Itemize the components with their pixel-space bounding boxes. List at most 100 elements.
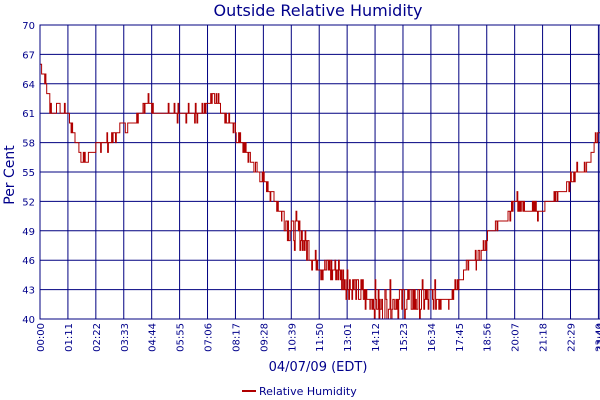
data-point [342,279,343,280]
y-tick-label: 46 [22,256,35,267]
x-tick-label: 01:11 [64,323,75,352]
x-tick-label: 09:28 [259,323,270,352]
data-point [464,270,465,271]
data-point [594,142,595,143]
data-point [63,113,64,114]
data-point [270,191,271,192]
data-point [57,103,58,104]
data-point [427,299,428,300]
data-point [375,299,376,300]
legend-label: Relative Humidity [259,385,357,398]
x-tick-label: 04:44 [148,323,159,352]
data-point [252,162,253,163]
x-tick-label: 03:33 [120,323,131,352]
x-tick-label: 14:12 [371,323,382,352]
y-tick-label: 61 [22,109,35,120]
data-point [331,270,332,271]
x-tick-labels: 00:00 01:11 02:22 03:33 04:44 05:55 07:06 08:17… [36,323,600,352]
data-point [386,299,387,300]
data-point [347,279,348,280]
series-relative-humidity [40,63,600,320]
data-point [151,103,152,104]
data-point [553,201,554,202]
data-point [504,221,505,222]
data-point [171,113,172,114]
x-tick-label: 11:50 [315,323,326,352]
data-point [218,103,219,104]
x-tick-label: 15:23 [399,323,410,352]
data-point [397,299,398,300]
data-point [291,230,292,231]
data-point [110,142,111,143]
data-point [492,230,493,231]
data-point [448,299,449,300]
grid [39,24,600,320]
data-point [509,211,510,212]
data-point [519,201,520,202]
data-point [325,270,326,271]
y-tick-label: 70 [22,21,35,32]
data-point [187,113,188,114]
x-tick-label: 22:29 [567,323,578,352]
data-point [165,113,166,114]
plot-frame [39,24,600,320]
data-point [303,240,304,241]
data-point [531,211,532,212]
y-tick-label: 55 [22,168,35,179]
data-point [85,162,86,163]
data-point [514,201,515,202]
y-tick-labels: 40 43 46 49 52 55 58 61 64 67 70 [22,21,35,326]
data-point [79,152,80,153]
data-point [258,172,259,173]
data-point [352,289,353,290]
data-point [486,240,487,241]
x-tick-label: 10:39 [287,323,298,352]
data-point [565,191,566,192]
data-point [358,289,359,290]
y-tick-label: 40 [22,315,35,326]
data-point [116,132,117,133]
data-point [207,103,208,104]
x-tick-label: 17:45 [455,323,466,352]
x-axis-label: 04/07/09 (EDT) [269,360,368,375]
data-point [576,172,577,173]
data-point [470,260,471,261]
data-point [415,299,416,300]
series-layer [40,63,600,320]
legend: Relative Humidity [242,385,357,398]
data-point [319,260,320,261]
data-point [336,270,337,271]
data-point [281,211,282,212]
y-tick-label: 49 [22,227,35,238]
data-point [443,299,444,300]
data-point [380,309,381,310]
data-point [263,181,264,182]
y-axis-label: Per Cent [2,145,18,205]
data-point [476,260,477,261]
data-point [437,299,438,300]
data-point [73,132,74,133]
data-point [287,221,288,222]
data-point [179,113,180,114]
data-point [582,172,583,173]
data-point [570,181,571,182]
x-tick-label: 18:56 [483,323,494,352]
data-point [542,211,543,212]
data-point [430,299,431,300]
data-point [144,103,145,104]
data-point [498,221,499,222]
y-tick-label: 58 [22,139,35,150]
x-tick-label: 13:01 [343,323,354,352]
y-tick-label: 67 [22,50,35,61]
data-point [123,123,124,124]
data-point [370,299,371,300]
data-point [240,142,241,143]
x-tick-label: 07:06 [204,323,215,352]
data-point [91,152,92,153]
data-point [598,132,599,133]
data-point [51,113,52,114]
humidity-trace [40,63,600,320]
y-tick-label: 64 [22,80,35,91]
data-point [130,123,131,124]
x-tick-label: 23:44 [596,323,600,352]
